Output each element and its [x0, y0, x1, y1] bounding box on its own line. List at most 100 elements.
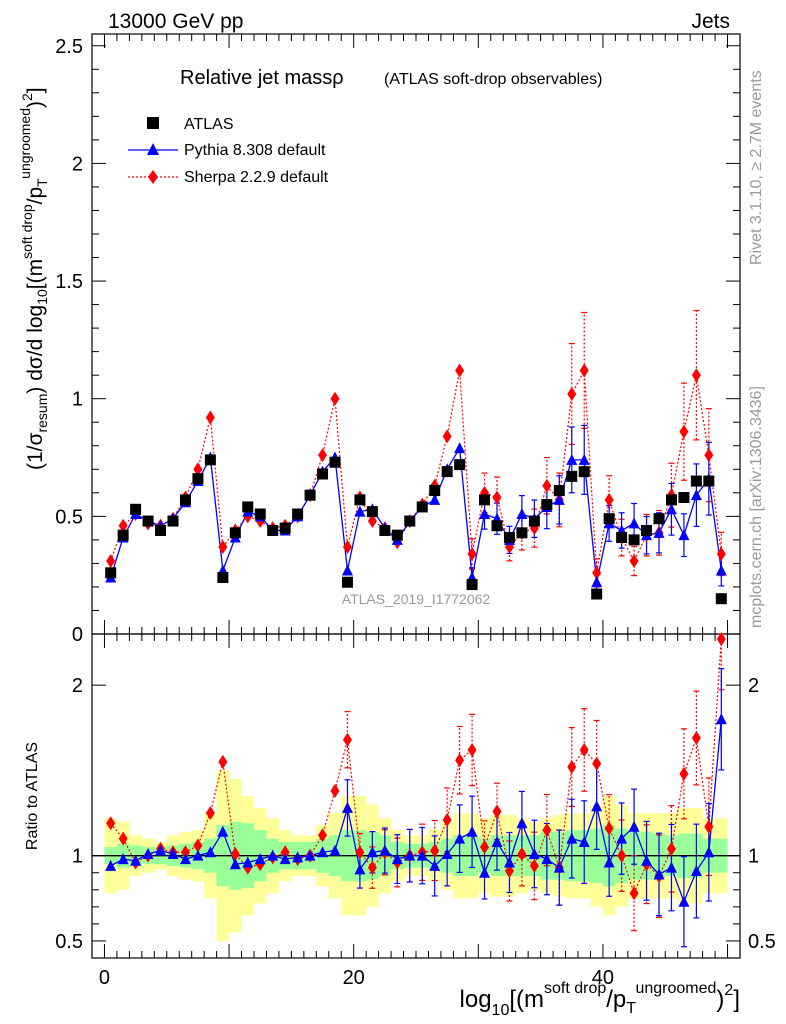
pythia-ratio-point: [503, 856, 515, 868]
sherpa-ratio-point: [579, 742, 589, 757]
sherpa-point: [492, 490, 502, 505]
pythia-point: [429, 493, 441, 505]
pythia-ratio-point: [591, 800, 603, 812]
sherpa-ratio-point: [180, 845, 190, 860]
atlas-point: [678, 492, 690, 504]
sherpa-point: [455, 363, 465, 378]
upper-y-tick-label: 0: [72, 624, 83, 646]
pythia-point: [553, 493, 565, 505]
pythia-point: [628, 517, 640, 529]
legend-label-pythia: Pythia 8.308 default: [184, 142, 326, 159]
legend-marker-sherpa: [148, 170, 158, 184]
xlabel: log10[(msoft drop/pTungroomed)2]: [460, 980, 740, 1019]
upper-y-tick-label: 0.5: [55, 506, 83, 528]
sherpa-ratio-point: [442, 812, 452, 827]
x-tick-label: 0: [99, 967, 110, 989]
atlas-point: [179, 494, 191, 506]
atlas-point: [528, 515, 540, 527]
atlas-point: [466, 579, 478, 591]
svg-text:log10[(msoft drop/pTungroomed): log10[(msoft drop/pTungroomed)2]: [460, 980, 740, 1019]
sherpa-ratio-point: [492, 804, 502, 819]
pythia-ratio-point: [242, 856, 254, 868]
sherpa-ratio-point: [330, 783, 340, 798]
pythia-ratio-point: [267, 849, 279, 861]
sherpa-point: [716, 547, 726, 561]
pythia-ratio-point: [628, 820, 640, 832]
upper-y-tick-label: 2: [72, 153, 83, 175]
sherpa-point: [542, 478, 552, 493]
sherpa-ratio-point: [367, 860, 377, 875]
sherpa-ratio-point: [355, 845, 365, 860]
atlas-point: [454, 459, 466, 471]
energy-label: 13000 GeV pp: [108, 10, 243, 33]
atlas-point: [516, 527, 528, 539]
pythia-ratio-point: [491, 836, 503, 848]
upper-ylabel: (1/σresum) dσ/d log10[(msoft drop/pTungr…: [17, 87, 50, 470]
legend-marker-atlas: [147, 117, 159, 129]
sherpa-ratio-point: [280, 845, 290, 860]
pythia-point: [354, 505, 366, 517]
lower-y-tick-label: 0.5: [55, 931, 83, 953]
pythia-ratio-point: [254, 853, 266, 865]
sherpa-ratio-point: [592, 756, 602, 771]
lower-y-tick-label-right: 2: [748, 675, 759, 697]
pythia-ratio-point: [715, 713, 727, 725]
atlas-point: [117, 529, 129, 541]
sherpa-ratio-point: [230, 846, 240, 861]
pythia-ratio-point: [329, 844, 341, 856]
sherpa-point: [442, 429, 452, 444]
sherpa-point: [567, 387, 577, 401]
pythia-point: [566, 453, 578, 465]
pythia-ratio-point: [204, 846, 216, 858]
chart-title: Relative jet massρ: [180, 67, 344, 89]
sherpa-point: [691, 368, 701, 383]
pythia-point: [578, 453, 590, 465]
sherpa-point: [318, 448, 328, 463]
pythia-point: [454, 442, 466, 454]
atlas-point: [404, 515, 416, 527]
sherpa-ratio-point: [193, 838, 203, 853]
atlas-point: [553, 484, 565, 496]
sherpa-ratio-point: [691, 731, 701, 746]
pythia-ratio-point: [703, 846, 715, 858]
sherpa-point: [704, 448, 714, 463]
atlas-point: [641, 524, 653, 536]
pythia-ratio-point: [229, 858, 241, 870]
pythia-ratio-point: [416, 849, 428, 861]
atlas-point: [603, 513, 615, 525]
sherpa-point: [342, 539, 352, 554]
pythia-ratio-point: [665, 861, 677, 873]
sherpa-ratio-point: [529, 858, 539, 873]
mcplots-label: mcplots.cern.ch [arXiv:1306.3436]: [748, 386, 765, 628]
pythia-ratio-point: [516, 817, 528, 829]
sherpa-point: [604, 492, 614, 507]
pythia-point: [715, 564, 727, 576]
pythia-ratio-point: [379, 844, 391, 856]
legend-label-sherpa: Sherpa 2.2.9 default: [184, 169, 329, 186]
atlas-point: [254, 508, 266, 520]
x-tick-label: 40: [592, 967, 614, 989]
atlas-point: [379, 524, 391, 536]
upper-y-tick-label: 1: [72, 389, 83, 411]
analysis-label: ATLAS_2019_I1772062: [342, 591, 491, 607]
sherpa-ratio-point: [430, 843, 440, 858]
sherpa-ratio-point: [629, 886, 639, 901]
atlas-point: [354, 494, 366, 506]
sherpa-point: [592, 565, 602, 580]
pythia-ratio-point: [391, 853, 403, 865]
pythia-ratio-point: [678, 895, 690, 907]
lower-y-tick-label: 1: [72, 846, 83, 868]
pythia-point: [665, 503, 677, 515]
atlas-point: [591, 588, 603, 600]
pythia-ratio-point: [192, 849, 204, 861]
sherpa-ratio-point: [542, 823, 552, 838]
pythia-point: [690, 489, 702, 501]
pythia-ratio-point: [528, 847, 540, 859]
sherpa-point: [193, 462, 203, 477]
pythia-point: [341, 564, 353, 576]
pythia-ratio-point: [117, 853, 129, 865]
pythia-point: [516, 508, 528, 519]
upper-y-tick-label: 1.5: [55, 271, 83, 293]
pythia-ratio-point: [354, 863, 366, 875]
